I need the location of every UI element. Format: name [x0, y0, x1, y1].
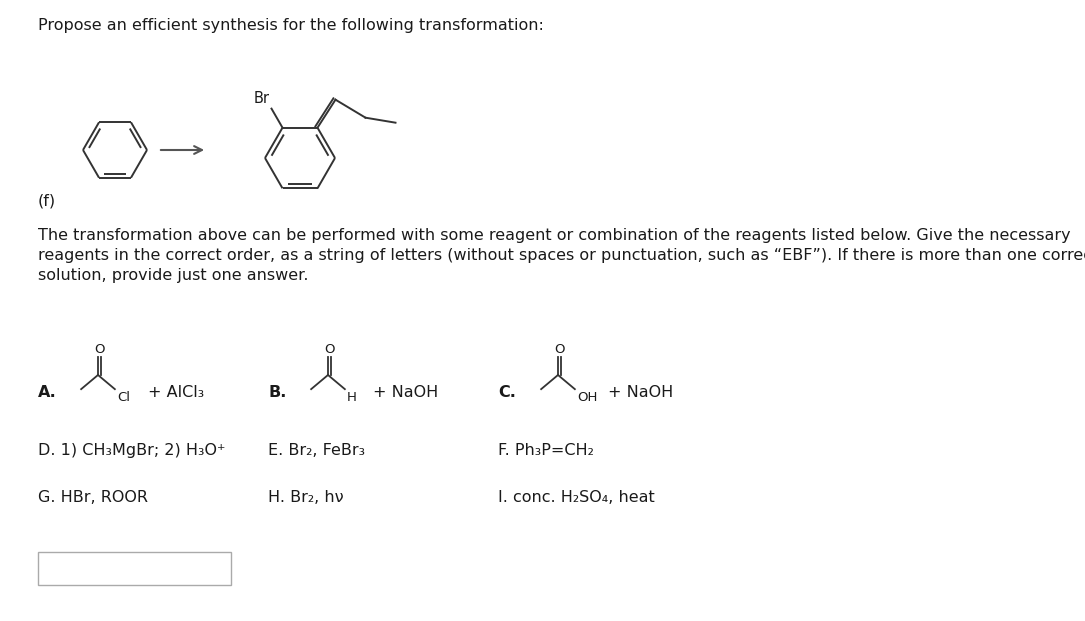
Text: The transformation above can be performed with some reagent or combination of th: The transformation above can be performe…: [38, 228, 1071, 243]
Text: Propose an efficient synthesis for the following transformation:: Propose an efficient synthesis for the f…: [38, 18, 544, 33]
Text: (f): (f): [38, 193, 56, 208]
Text: O: O: [324, 343, 335, 356]
Text: Cl: Cl: [117, 391, 130, 404]
Text: G. HBr, ROOR: G. HBr, ROOR: [38, 490, 148, 505]
Text: F. Ph₃P=CH₂: F. Ph₃P=CH₂: [498, 443, 593, 458]
Text: E. Br₂, FeBr₃: E. Br₂, FeBr₃: [268, 443, 366, 458]
Text: C.: C.: [498, 385, 515, 400]
Text: H: H: [347, 391, 357, 404]
Text: O: O: [554, 343, 565, 356]
Text: D. 1) CH₃MgBr; 2) H₃O⁺: D. 1) CH₃MgBr; 2) H₃O⁺: [38, 443, 226, 458]
Text: OH: OH: [577, 391, 597, 404]
Text: H. Br₂, hν: H. Br₂, hν: [268, 490, 344, 505]
Text: + NaOH: + NaOH: [373, 385, 438, 400]
Text: B.: B.: [268, 385, 286, 400]
Bar: [38, 552, 231, 585]
Text: + NaOH: + NaOH: [608, 385, 674, 400]
Text: + AlCl₃: + AlCl₃: [148, 385, 204, 400]
Text: solution, provide just one answer.: solution, provide just one answer.: [38, 268, 308, 283]
Text: A.: A.: [38, 385, 56, 400]
Text: O: O: [94, 343, 105, 356]
Text: Br: Br: [254, 91, 269, 106]
Text: I. conc. H₂SO₄, heat: I. conc. H₂SO₄, heat: [498, 490, 654, 505]
Text: reagents in the correct order, as a string of letters (without spaces or punctua: reagents in the correct order, as a stri…: [38, 248, 1085, 263]
